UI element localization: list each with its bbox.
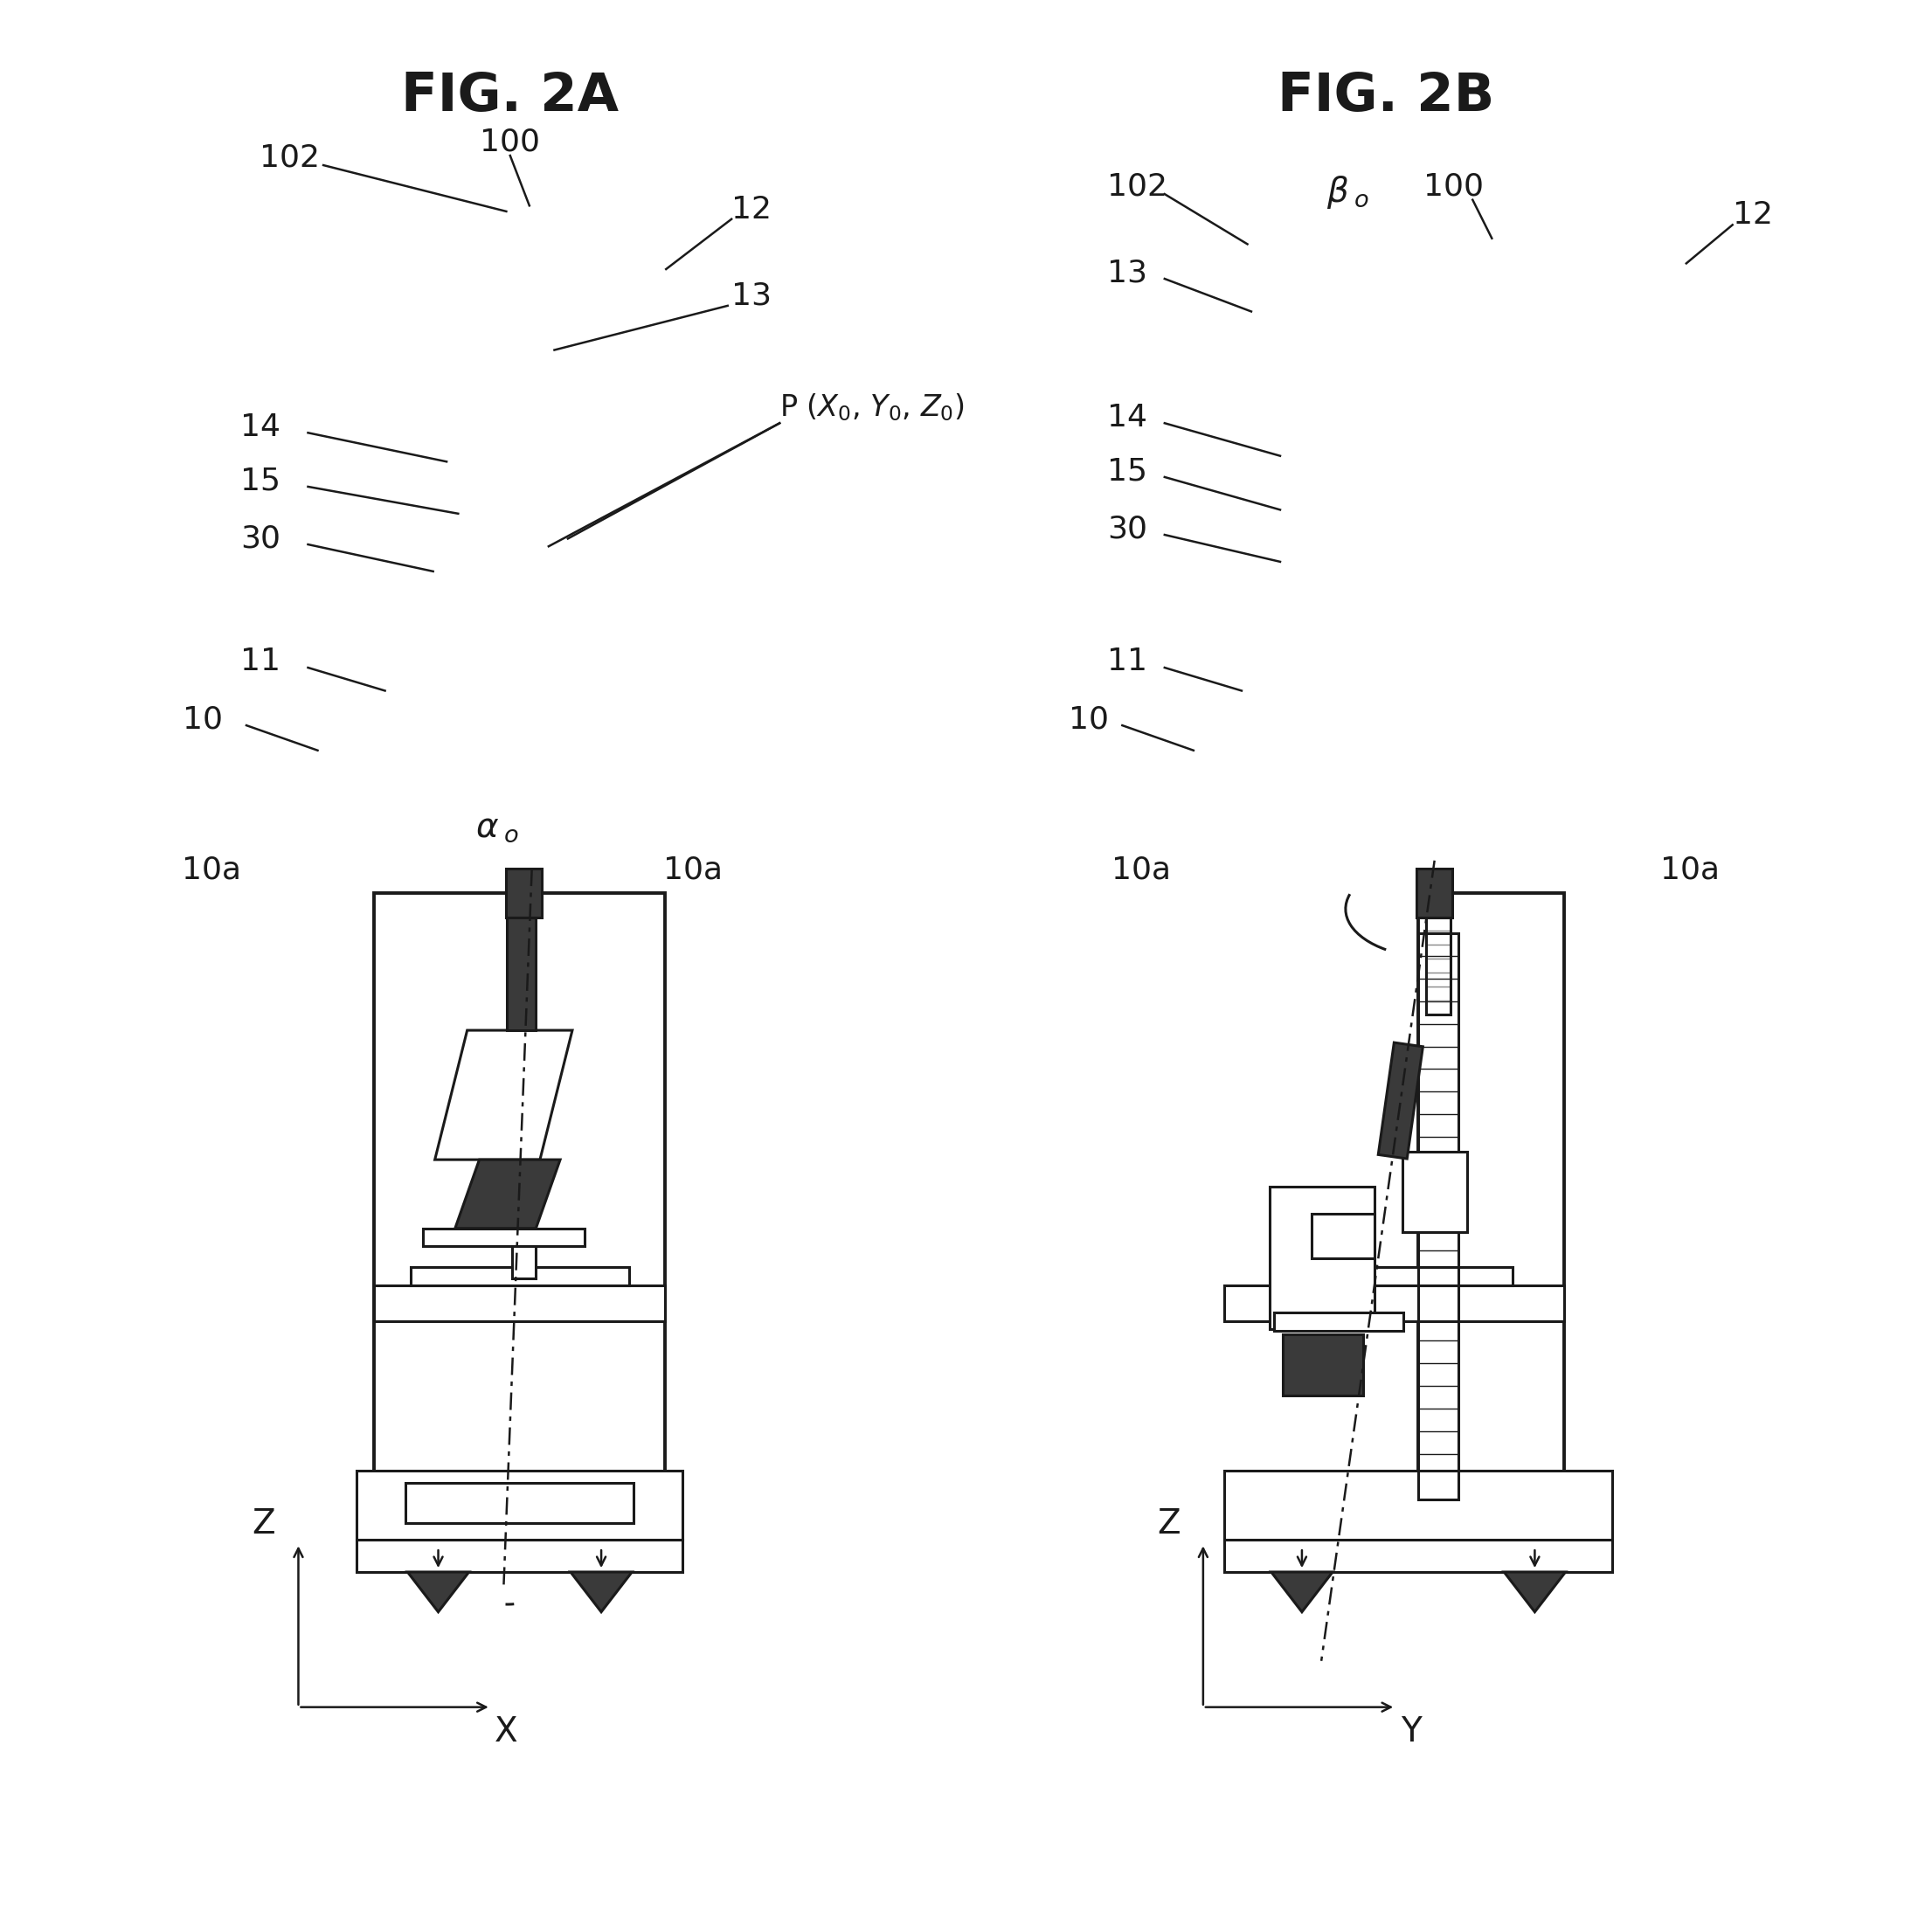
Text: 11: 11 (241, 647, 281, 676)
Text: 10a: 10a (664, 854, 722, 885)
Bar (506, 918, 535, 1030)
Bar (356, 1540, 683, 1573)
Bar (1419, 933, 1459, 1499)
Text: Z: Z (252, 1507, 275, 1542)
Polygon shape (1378, 1043, 1423, 1159)
Text: 12: 12 (1733, 201, 1773, 230)
Text: FIG. 2B: FIG. 2B (1278, 71, 1494, 122)
Bar (1274, 1312, 1403, 1331)
Bar (1311, 1213, 1374, 1258)
Text: 100: 100 (479, 128, 541, 156)
Bar (1419, 893, 1563, 1540)
Bar (506, 869, 543, 918)
Text: $\beta\,_o$: $\beta\,_o$ (1326, 174, 1369, 211)
Text: FIG. 2A: FIG. 2A (400, 71, 620, 122)
Bar (1224, 1285, 1563, 1321)
Text: 15: 15 (241, 466, 281, 497)
Text: 15: 15 (1107, 456, 1147, 487)
Polygon shape (570, 1573, 631, 1611)
Text: 30: 30 (1107, 514, 1147, 545)
Text: 10a: 10a (1113, 854, 1170, 885)
Text: 14: 14 (1107, 402, 1147, 433)
Polygon shape (1270, 1573, 1332, 1611)
Text: 12: 12 (732, 195, 772, 224)
Bar (356, 1470, 683, 1540)
Text: Y: Y (1401, 1716, 1421, 1748)
Text: X: X (495, 1716, 518, 1748)
Text: 10a: 10a (183, 854, 241, 885)
Text: $\alpha\,_o$: $\alpha\,_o$ (475, 811, 518, 844)
Bar (512, 1246, 535, 1279)
Polygon shape (408, 1573, 470, 1611)
Bar (1282, 1335, 1363, 1395)
Bar (1401, 1151, 1467, 1233)
Text: P ($X_0$, $Y_0$, $Z_0$): P ($X_0$, $Y_0$, $Z_0$) (780, 392, 964, 423)
Bar (373, 893, 666, 1540)
Bar (1269, 1186, 1374, 1329)
Polygon shape (1503, 1573, 1565, 1611)
Text: 102: 102 (1107, 172, 1167, 201)
Text: 13: 13 (1107, 259, 1147, 288)
Text: 10: 10 (1068, 705, 1109, 734)
Polygon shape (454, 1159, 560, 1229)
Bar (1224, 1540, 1613, 1573)
Polygon shape (435, 1030, 572, 1159)
Bar (373, 1285, 666, 1321)
Bar (1224, 1470, 1613, 1540)
Text: 11: 11 (1107, 647, 1147, 676)
Bar (406, 1484, 633, 1524)
Bar (410, 1267, 629, 1285)
Bar (1426, 918, 1451, 1014)
Text: 100: 100 (1423, 172, 1484, 201)
Text: 13: 13 (732, 282, 772, 311)
Text: Z: Z (1157, 1507, 1180, 1542)
Text: 10: 10 (183, 705, 223, 734)
Bar (1417, 869, 1453, 918)
Bar (424, 1229, 585, 1246)
Text: 102: 102 (260, 143, 320, 172)
Text: 10a: 10a (1661, 854, 1719, 885)
Bar (1274, 1267, 1513, 1285)
Text: 30: 30 (241, 524, 281, 553)
Text: 14: 14 (241, 412, 281, 442)
